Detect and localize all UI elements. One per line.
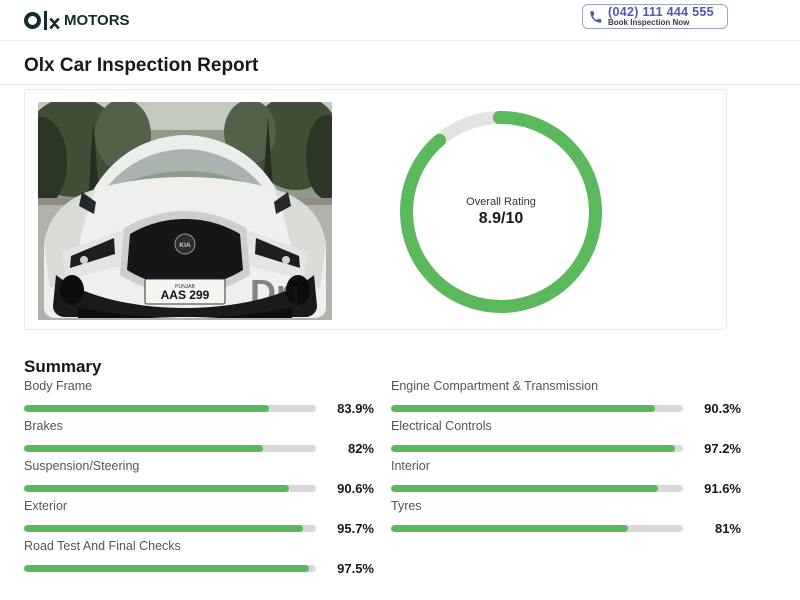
svg-text:AAS 299: AAS 299 bbox=[161, 288, 210, 302]
svg-text:Dri: Dri bbox=[250, 272, 300, 313]
svg-text:KIA: KIA bbox=[179, 242, 191, 249]
